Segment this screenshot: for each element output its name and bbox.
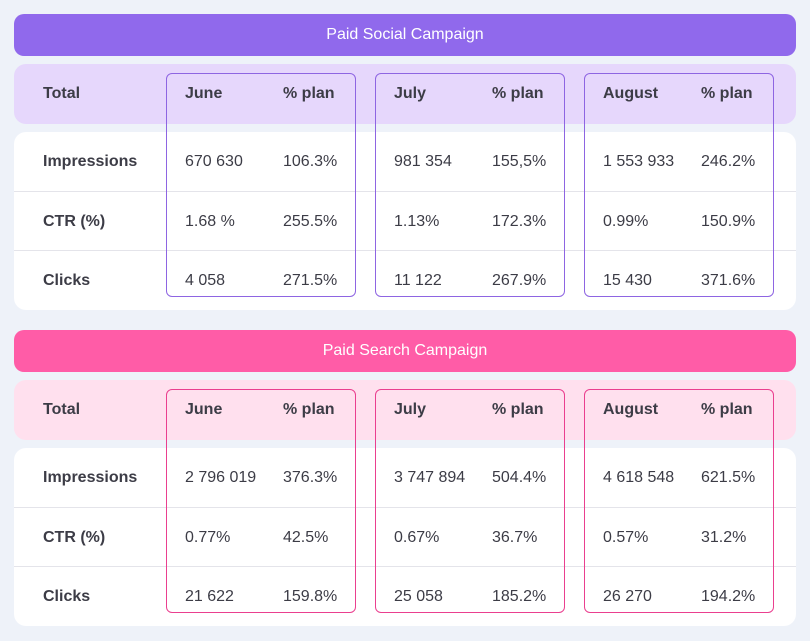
plan-cell: 271.5% — [283, 271, 338, 289]
row-label: CTR (%) — [43, 212, 106, 230]
table-row-ctr: CTR (%) 1.68 % 255.5% 1.13% 172.3% 0.99%… — [14, 191, 796, 251]
plan-cell: 185.2% — [492, 587, 547, 605]
month-header-august: August — [603, 85, 659, 102]
value-cell: 26 270 — [603, 587, 652, 605]
table-row-clicks: Clicks 21 622 159.8% 25 058 185.2% 26 27… — [14, 566, 796, 626]
value-cell: 4 618 548 — [603, 468, 675, 486]
row-label: Clicks — [43, 587, 91, 605]
plan-cell: 371.6% — [701, 271, 756, 289]
campaign-title-banner: Paid Social Campaign — [14, 14, 796, 56]
value-cell: 21 622 — [185, 587, 234, 605]
month-header-august: August — [603, 401, 659, 418]
value-cell: 1.13% — [394, 212, 440, 230]
plan-header-august: % plan — [701, 401, 753, 418]
row-label: Impressions — [43, 468, 138, 486]
plan-header-july: % plan — [492, 401, 544, 418]
row-label: Clicks — [43, 271, 91, 289]
plan-header-june: % plan — [283, 401, 335, 418]
plan-cell: 42.5% — [283, 528, 329, 546]
value-cell: 670 630 — [185, 152, 243, 170]
month-header-july: July — [394, 85, 427, 102]
plan-cell: 159.8% — [283, 587, 338, 605]
value-cell: 11 122 — [394, 271, 442, 289]
campaign-title-banner: Paid Search Campaign — [14, 330, 796, 372]
table-body: Impressions 2 796 019 376.3% 3 747 894 5… — [14, 448, 796, 626]
plan-cell: 172.3% — [492, 212, 547, 230]
plan-cell: 150.9% — [701, 212, 756, 230]
table-header: Total June % plan July % plan August % p… — [14, 380, 796, 440]
value-cell: 0.57% — [603, 528, 649, 546]
value-cell: 2 796 019 — [185, 468, 257, 486]
value-cell: 1.68 % — [185, 212, 235, 230]
plan-header-june: % plan — [283, 85, 335, 102]
total-header: Total — [43, 401, 81, 418]
row-label: Impressions — [43, 152, 138, 170]
plan-cell: 621.5% — [701, 468, 756, 486]
plan-cell: 504.4% — [492, 468, 547, 486]
value-cell: 3 747 894 — [394, 468, 466, 486]
table-header: Total June % plan July % plan August % p… — [14, 64, 796, 124]
value-cell: 981 354 — [394, 152, 452, 170]
month-header-july: July — [394, 401, 427, 418]
plan-cell: 376.3% — [283, 468, 338, 486]
plan-cell: 267.9% — [492, 271, 547, 289]
month-header-june: June — [185, 85, 223, 102]
plan-cell: 36.7% — [492, 528, 538, 546]
plan-cell: 194.2% — [701, 587, 756, 605]
plan-cell: 246.2% — [701, 152, 756, 170]
table-body: Impressions 670 630 106.3% 981 354 155,5… — [14, 132, 796, 310]
header-row: Total June % plan July % plan August % p… — [14, 64, 796, 124]
plan-cell: 155,5% — [492, 152, 547, 170]
value-cell: 4 058 — [185, 271, 226, 289]
plan-header-july: % plan — [492, 85, 544, 102]
value-cell: 25 058 — [394, 587, 443, 605]
value-cell: 0.77% — [185, 528, 231, 546]
value-cell: 1 553 933 — [603, 152, 675, 170]
table-row-ctr: CTR (%) 0.77% 42.5% 0.67% 36.7% 0.57% 31… — [14, 507, 796, 567]
value-cell: 15 430 — [603, 271, 652, 289]
plan-cell: 31.2% — [701, 528, 747, 546]
plan-cell: 106.3% — [283, 152, 338, 170]
table-row-impressions: Impressions 2 796 019 376.3% 3 747 894 5… — [14, 448, 796, 507]
plan-header-august: % plan — [701, 85, 753, 102]
header-row: Total June % plan July % plan August % p… — [14, 380, 796, 440]
value-cell: 0.99% — [603, 212, 649, 230]
value-cell: 0.67% — [394, 528, 440, 546]
row-label: CTR (%) — [43, 528, 106, 546]
total-header: Total — [43, 85, 81, 102]
table-row-impressions: Impressions 670 630 106.3% 981 354 155,5… — [14, 132, 796, 191]
month-header-june: June — [185, 401, 223, 418]
table-row-clicks: Clicks 4 058 271.5% 11 122 267.9% 15 430… — [14, 250, 796, 310]
plan-cell: 255.5% — [283, 212, 338, 230]
